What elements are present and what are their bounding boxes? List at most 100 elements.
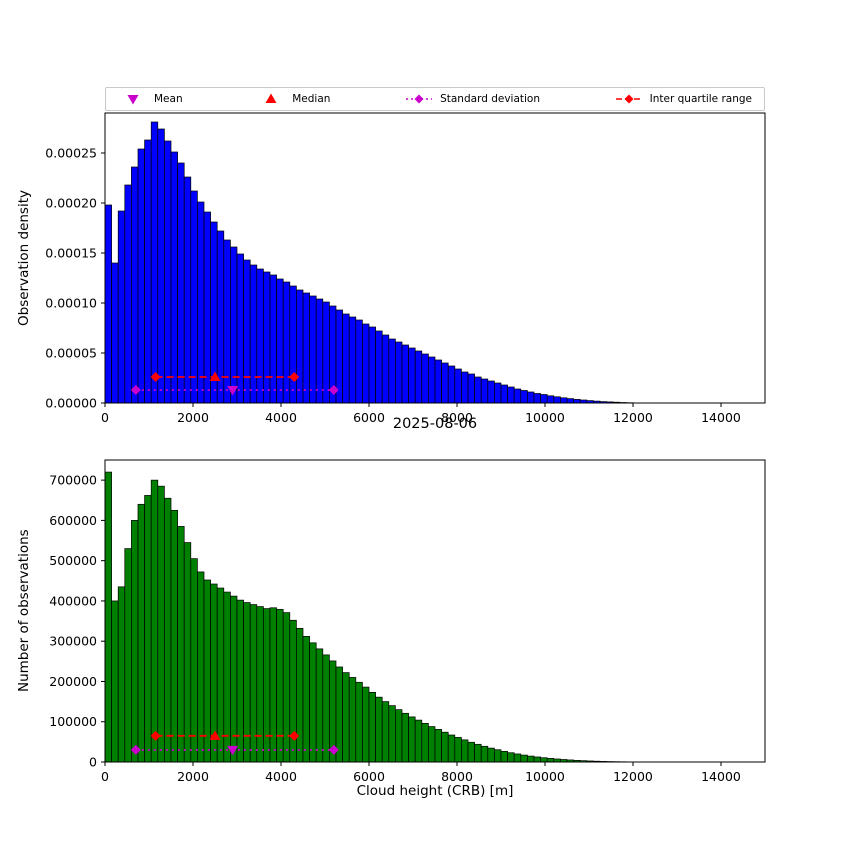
histogram-bar [256, 268, 264, 404]
histogram-bar [183, 542, 192, 763]
histogram-bar [335, 666, 343, 763]
histogram-bar [249, 264, 258, 404]
histogram-bar [494, 749, 502, 763]
diamond-icon [615, 94, 642, 104]
histogram-bar [454, 368, 462, 404]
legend-label: Inter quartile range [649, 93, 752, 105]
legend-label: Median [292, 93, 331, 105]
histogram-bar [474, 743, 482, 763]
y-tick-label: 0.00005 [45, 346, 97, 361]
histogram-bar [236, 599, 244, 763]
y-axis-label-top: Observation density [16, 190, 32, 326]
histogram-bar [520, 390, 528, 404]
histogram-bar [428, 726, 436, 763]
y-tick-label: 0.00000 [45, 396, 97, 411]
axes-spines [104, 459, 766, 763]
histogram-bar [487, 380, 495, 404]
histogram-bar [197, 201, 205, 404]
histogram-bar [395, 341, 403, 404]
legend-item-standard-deviation: Standard deviation [404, 92, 540, 106]
histogram-bar [315, 298, 324, 404]
y-tick-label: 0.00010 [45, 296, 97, 311]
x-tick-label: 10000 [525, 769, 565, 784]
histogram-bar [150, 121, 159, 404]
histogram-bar [230, 246, 238, 404]
histogram-bar [309, 642, 317, 763]
histogram-bar [230, 595, 238, 763]
legend-item-inter-quartile-range: Inter quartile range [614, 92, 752, 106]
histogram-bar [117, 586, 126, 763]
figure-title: 2025-08-06 [392, 416, 478, 432]
histogram-bar [507, 386, 515, 404]
histogram-bar [289, 619, 297, 763]
legend-marker [414, 94, 424, 104]
histogram-bar [428, 356, 436, 404]
x-tick-label: 8000 [441, 410, 473, 425]
histogram-bar [494, 382, 502, 404]
histogram-bar [296, 627, 304, 763]
histogram-bar [282, 281, 291, 404]
histogram-bar [441, 362, 449, 404]
histogram-bar [263, 271, 271, 404]
x-tick-label: 6000 [353, 410, 385, 425]
histogram-bar [170, 509, 178, 763]
histogram-bar [454, 737, 462, 763]
histogram-bar [249, 604, 258, 763]
histogram-bar [520, 754, 528, 763]
histogram-bar [401, 344, 409, 404]
histogram-bar [177, 526, 185, 763]
histogram-bar [381, 701, 390, 763]
histogram-bar [157, 128, 165, 404]
histogram-bar [461, 739, 469, 763]
histogram-bar [342, 313, 350, 404]
histogram-bar [355, 319, 363, 404]
histogram-bar [573, 399, 581, 404]
y-tick-label: 500000 [49, 553, 97, 568]
x-tick-label: 0 [101, 410, 109, 425]
histogram-bar [256, 606, 264, 763]
x-tick-label: 14000 [701, 769, 741, 784]
histogram-bar [375, 696, 383, 763]
std-high-marker [328, 744, 339, 755]
histogram-bar [315, 648, 324, 763]
histogram-bar [546, 758, 555, 763]
histogram-bar [441, 731, 449, 763]
histogram-bar [414, 719, 423, 763]
histogram-bar [157, 485, 165, 763]
histogram-bar [533, 393, 541, 404]
histogram-bar [480, 378, 489, 404]
x-tick-label: 4000 [265, 769, 297, 784]
histogram-bar [276, 609, 284, 763]
histogram-bar [375, 330, 383, 404]
histogram-bar [388, 338, 396, 404]
histogram-bar [131, 166, 139, 404]
std-low-marker [130, 744, 141, 755]
x-tick-label: 4000 [265, 410, 297, 425]
y-tick-label: 700000 [49, 473, 97, 488]
x-tick-label: 0 [101, 769, 109, 784]
histogram-bar [289, 285, 297, 404]
histogram-bar [124, 184, 132, 404]
y-tick-label: 0 [89, 755, 97, 770]
histogram-bar [302, 636, 310, 763]
histogram-bar [150, 479, 159, 763]
histogram-bar [269, 607, 277, 763]
histogram-bar [414, 350, 423, 404]
histogram-bar [527, 391, 535, 404]
histogram-bar [381, 334, 390, 404]
iqr-q1-marker [150, 372, 161, 382]
subplot-1: 0 2000 4000 6000 8000 10000 12000 14000 0 100000 2… [49, 459, 766, 784]
histogram-bar [434, 729, 442, 763]
histogram-bar [447, 365, 456, 404]
histogram-bar [408, 347, 416, 404]
histogram-bar [243, 259, 251, 404]
histogram-bar [190, 190, 198, 404]
x-tick-label: 2000 [177, 769, 209, 784]
histogram-bar [104, 204, 112, 404]
histogram-bar [342, 672, 350, 763]
histogram-bar [164, 140, 172, 404]
legend-label: Mean [154, 93, 183, 105]
y-tick-label: 600000 [49, 513, 97, 528]
legend-item-mean: Mean [118, 92, 183, 106]
